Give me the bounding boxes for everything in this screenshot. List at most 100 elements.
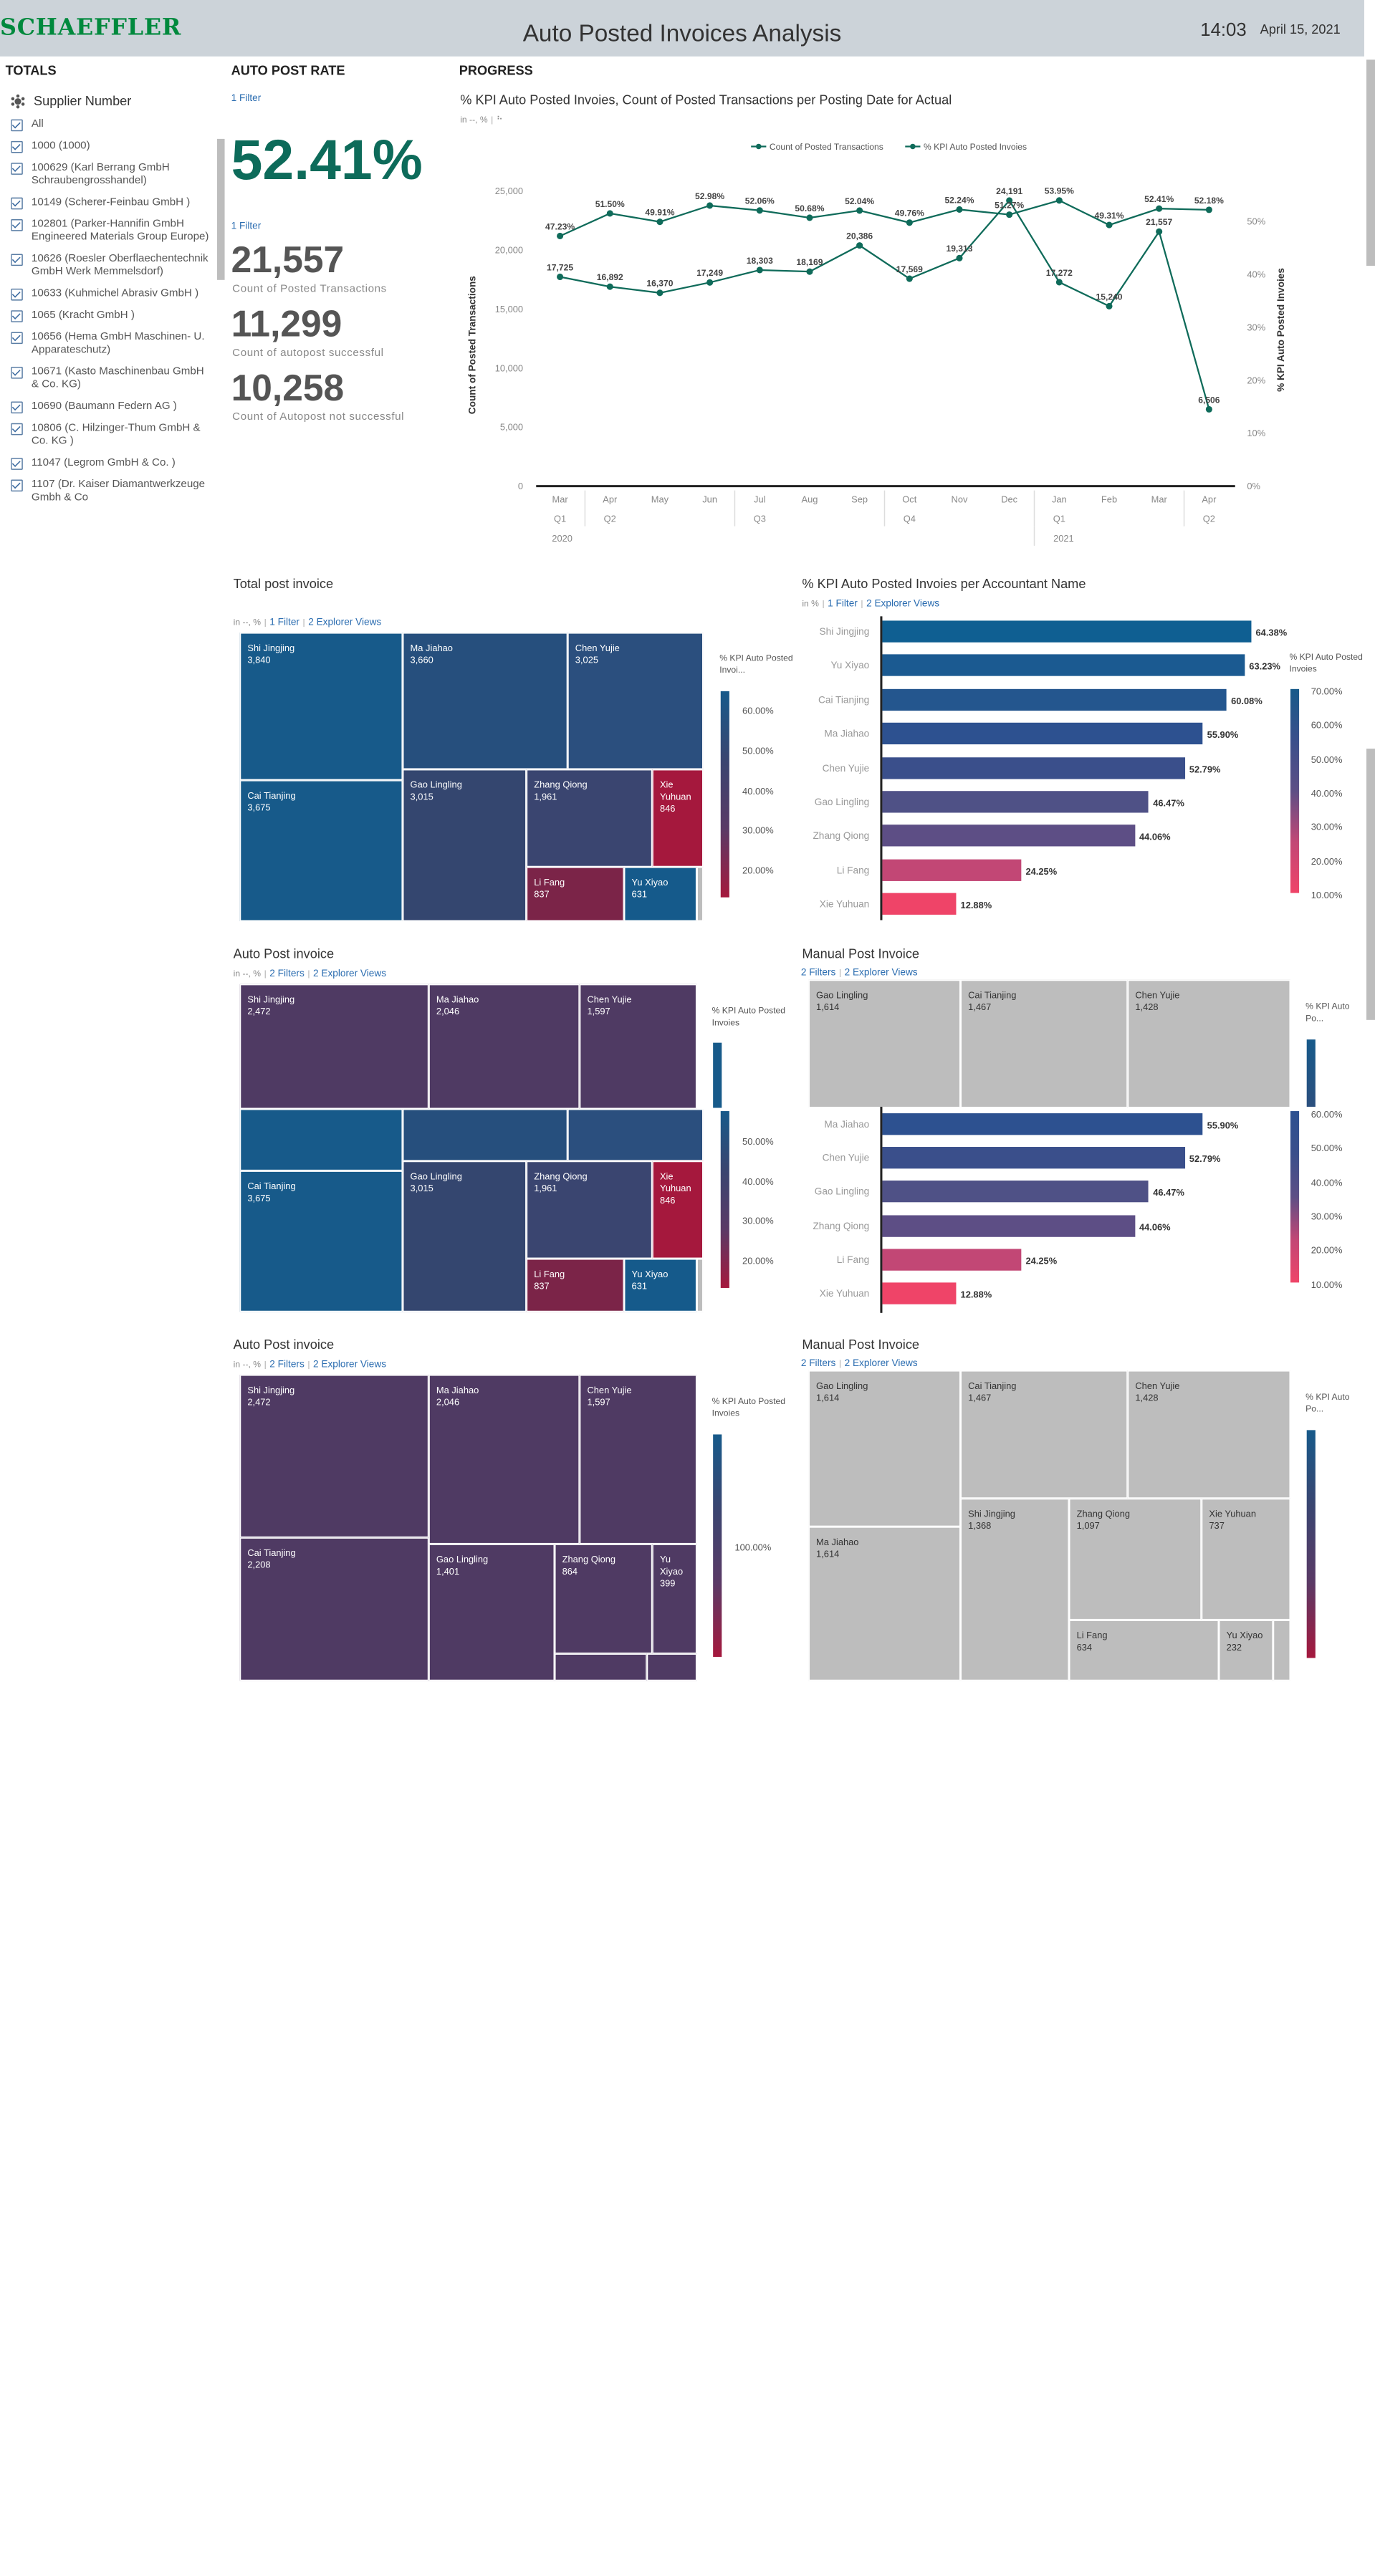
treemap-cell[interactable]: Gao Lingling 1,614 <box>808 979 961 1108</box>
manual-post-2-treemap[interactable]: Gao Lingling 1,614 Cai Tianjing 1,467 Chen… <box>808 1370 1290 1681</box>
treemap-cell-small[interactable] <box>696 867 704 921</box>
treemap-cell[interactable]: Yu Xiyao 631 <box>623 867 697 921</box>
treemap-cell[interactable]: Chen Yujie 1,597 <box>579 984 697 1110</box>
checkbox-checked-icon[interactable] <box>11 423 23 436</box>
checkbox-checked-icon[interactable] <box>11 140 23 153</box>
bar[interactable] <box>882 791 1149 813</box>
treemap-cell[interactable]: Cai Tianjing 3,675 <box>239 780 403 921</box>
manual-post-1-views-link[interactable]: 2 Explorer Views <box>844 966 918 978</box>
filter-scrollbar[interactable] <box>216 138 225 280</box>
manual-post-1-treemap[interactable]: Gao Lingling 1,614 Cai Tianjing 1,467 Chen… <box>808 979 1290 1108</box>
supplier-filter-item[interactable]: 102801 (Parker-Hannifin GmbH Engineered … <box>11 218 211 244</box>
accountant-bar-chart[interactable]: Shi Jingjing 64.38% Yu Xiyao 63.23% Cai Tian… <box>802 616 1287 921</box>
treemap-cell[interactable]: Shi Jingjing 2,472 <box>239 1375 429 1538</box>
supplier-filter-item[interactable]: 1107 (Dr. Kaiser Diamantwerkzeuge Gmbh &… <box>11 479 211 504</box>
auto-post-1-filter-link[interactable]: 2 Filters <box>269 968 305 979</box>
supplier-filter-item[interactable]: 11047 (Legrom GmbH & Co. ) <box>11 457 211 470</box>
treemap-cell[interactable]: Gao Lingling 1,401 <box>428 1544 555 1681</box>
treemap-cell[interactable]: Gao Lingling 3,015 <box>402 769 527 921</box>
treemap-cell[interactable]: Chen Yujie 1,597 <box>579 1375 697 1544</box>
page-scrollbar-top[interactable] <box>1366 59 1375 266</box>
drill-icon[interactable]: ⠓ <box>496 115 503 125</box>
supplier-filter-item[interactable]: 1000 (1000) <box>11 140 211 153</box>
bar[interactable] <box>882 1214 1135 1237</box>
treemap-cell[interactable]: Xie Yuhuan 846 <box>652 1160 704 1259</box>
rate-filter-link[interactable]: 1 Filter <box>231 92 262 103</box>
checkbox-checked-icon[interactable] <box>11 288 23 301</box>
treemap-cell[interactable]: Li Fang 837 <box>526 867 624 921</box>
checkbox-checked-icon[interactable] <box>11 163 23 175</box>
checkbox-checked-icon[interactable] <box>11 332 23 345</box>
bar[interactable] <box>882 756 1185 779</box>
treemap-cell[interactable]: Xie Yuhuan 846 <box>652 769 704 868</box>
bar[interactable] <box>882 825 1135 847</box>
page-scrollbar-mid[interactable] <box>1366 749 1375 1020</box>
treemap-cell[interactable]: Cai Tianjing 2,208 <box>239 1537 429 1681</box>
manual-post-2-views-link[interactable]: 2 Explorer Views <box>844 1357 918 1369</box>
treemap-cell[interactable] <box>402 1109 568 1161</box>
supplier-filter-item[interactable]: 10149 (Scherer-Feinbau GmbH ) <box>11 196 211 210</box>
supplier-filter-item[interactable]: 10656 (Hema GmbH Maschinen- U. Apparates… <box>11 331 211 357</box>
checkbox-checked-icon[interactable] <box>11 366 23 379</box>
supplier-filter-item[interactable]: 10626 (Roesler Oberflaechentechnik GmbH … <box>11 253 211 279</box>
supplier-filter-item[interactable]: 10806 (C. Hilzinger-Thum GmbH & Co. KG ) <box>11 422 211 448</box>
checkbox-checked-icon[interactable] <box>11 197 23 210</box>
auto-post-1-treemap[interactable]: Shi Jingjing 2,472 Ma Jiahao 2,046 Chen Yu… <box>239 984 704 1312</box>
treemap-cell[interactable]: Shi Jingjing 1,368 <box>960 1498 1069 1681</box>
bar[interactable] <box>882 688 1227 711</box>
treemap-cell[interactable]: Chen Yujie 1,428 <box>1127 1370 1290 1499</box>
bar-filter-link[interactable]: 1 Filter <box>828 597 858 609</box>
treemap-cell[interactable]: Ma Jiahao 2,046 <box>428 984 580 1110</box>
treemap-cell[interactable]: Ma Jiahao 2,046 <box>428 1375 580 1544</box>
supplier-filter-item[interactable]: 10690 (Baumann Federn AG ) <box>11 400 211 414</box>
line-chart[interactable]: Count of Posted Transactions % KPI Auto P… <box>460 135 1285 553</box>
treemap-cell[interactable]: Chen Yujie 1,428 <box>1127 979 1290 1108</box>
supplier-filter-item[interactable]: 100629 (Karl Berrang GmbH Schraubengross… <box>11 162 211 188</box>
checkbox-checked-icon[interactable] <box>11 218 23 231</box>
counts-filter-link[interactable]: 1 Filter <box>231 220 262 231</box>
checkbox-checked-icon[interactable] <box>11 254 23 266</box>
auto-post-1-views-link[interactable]: 2 Explorer Views <box>313 968 387 979</box>
treemap-cell[interactable]: Chen Yujie 3,025 <box>567 633 704 769</box>
bar[interactable] <box>882 1147 1185 1169</box>
supplier-filter-item[interactable]: All <box>11 118 211 132</box>
checkbox-checked-icon[interactable] <box>11 458 23 470</box>
bar[interactable] <box>882 1282 957 1304</box>
treemap-cell[interactable]: Ma Jiahao 1,614 <box>808 1527 961 1681</box>
treemap-cell[interactable]: Cai Tianjing 3,675 <box>239 1171 403 1312</box>
bar[interactable] <box>882 1113 1203 1135</box>
treemap-cell[interactable]: Zhang Qiong 1,097 <box>1068 1498 1202 1620</box>
total-post-filter-link[interactable]: 1 Filter <box>269 616 300 628</box>
manual-post-1-bar-chart[interactable]: Ma Jiahao 55.90% Chen Yujie 52.79% Gao Lingl… <box>802 1106 1279 1313</box>
supplier-filter-item[interactable]: 10671 (Kasto Maschinenbau GmbH & Co. KG) <box>11 365 211 391</box>
treemap-cell[interactable]: Gao Lingling 1,614 <box>808 1370 961 1527</box>
treemap-cell[interactable]: Yu Xiyao 232 <box>1219 1620 1273 1681</box>
treemap-cell[interactable]: Shi Jingjing 2,472 <box>239 984 429 1110</box>
auto-post-2-filter-link[interactable]: 2 Filters <box>269 1358 305 1370</box>
checkbox-checked-icon[interactable] <box>11 119 23 132</box>
treemap-cell[interactable]: Li Fang 634 <box>1068 1620 1220 1681</box>
treemap-cell[interactable]: Zhang Qiong 1,961 <box>526 1160 653 1259</box>
treemap-cell[interactable]: Li Fang 837 <box>526 1259 624 1312</box>
checkbox-checked-icon[interactable] <box>11 479 23 492</box>
checkbox-checked-icon[interactable] <box>11 401 23 414</box>
total-post-treemap[interactable]: Shi Jingjing 3,840 Ma Jiahao 3,660 Chen Yu… <box>239 633 704 921</box>
bar[interactable] <box>882 893 957 915</box>
treemap-cell[interactable]: Cai Tianjing 1,467 <box>960 1370 1128 1499</box>
total-post-views-link[interactable]: 2 Explorer Views <box>308 616 382 628</box>
treemap-cell[interactable]: Cai Tianjing 1,467 <box>960 979 1128 1108</box>
bar[interactable] <box>882 1181 1149 1203</box>
checkbox-checked-icon[interactable] <box>11 310 23 322</box>
treemap-cell[interactable]: Zhang Qiong 864 <box>555 1544 653 1654</box>
treemap-cell-small[interactable] <box>696 1259 704 1312</box>
treemap-cell[interactable]: Shi Jingjing 3,840 <box>239 633 403 781</box>
treemap-cell[interactable] <box>646 1653 697 1681</box>
treemap-cell[interactable]: Yu Xiyao 631 <box>623 1259 697 1312</box>
bar[interactable] <box>882 1249 1022 1271</box>
treemap-cell[interactable] <box>555 1653 647 1681</box>
treemap-cell[interactable]: Yu Xiyao 399 <box>652 1544 697 1654</box>
treemap-cell[interactable] <box>239 1109 403 1171</box>
bar[interactable] <box>882 620 1252 643</box>
auto-post-2-views-link[interactable]: 2 Explorer Views <box>313 1358 387 1370</box>
auto-post-2-treemap[interactable]: Shi Jingjing 2,472 Ma Jiahao 2,046 Chen Yu… <box>239 1375 697 1681</box>
